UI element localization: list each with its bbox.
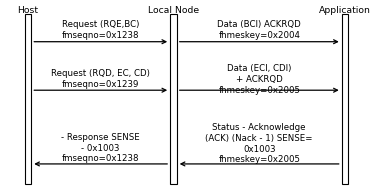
Text: Request (RQE,BC)
fmseqno=0x1238: Request (RQE,BC) fmseqno=0x1238 (62, 20, 140, 40)
Text: Local Node: Local Node (148, 6, 199, 15)
Text: Data (BCI) ACKRQD
fhmeskey=0x2004: Data (BCI) ACKRQD fhmeskey=0x2004 (217, 20, 301, 40)
Text: Status - Acknowledge
(ACK) (Nack - 1) SENSE=
0x1003
fhmeskey=0x2005: Status - Acknowledge (ACK) (Nack - 1) SE… (206, 123, 313, 165)
Text: Host: Host (18, 6, 38, 15)
FancyBboxPatch shape (25, 14, 31, 184)
Text: Request (RQD, EC, CD)
fmseqno=0x1239: Request (RQD, EC, CD) fmseqno=0x1239 (51, 69, 150, 89)
Text: - Response SENSE
- 0x1003
fmseqno=0x1238: - Response SENSE - 0x1003 fmseqno=0x1238 (61, 133, 140, 163)
FancyBboxPatch shape (170, 14, 177, 184)
FancyBboxPatch shape (342, 14, 348, 184)
Text: Application: Application (319, 6, 371, 15)
Text: Data (ECI, CDI)
+ ACKRQD
fhmeskey=0x2005: Data (ECI, CDI) + ACKRQD fhmeskey=0x2005 (218, 64, 300, 95)
